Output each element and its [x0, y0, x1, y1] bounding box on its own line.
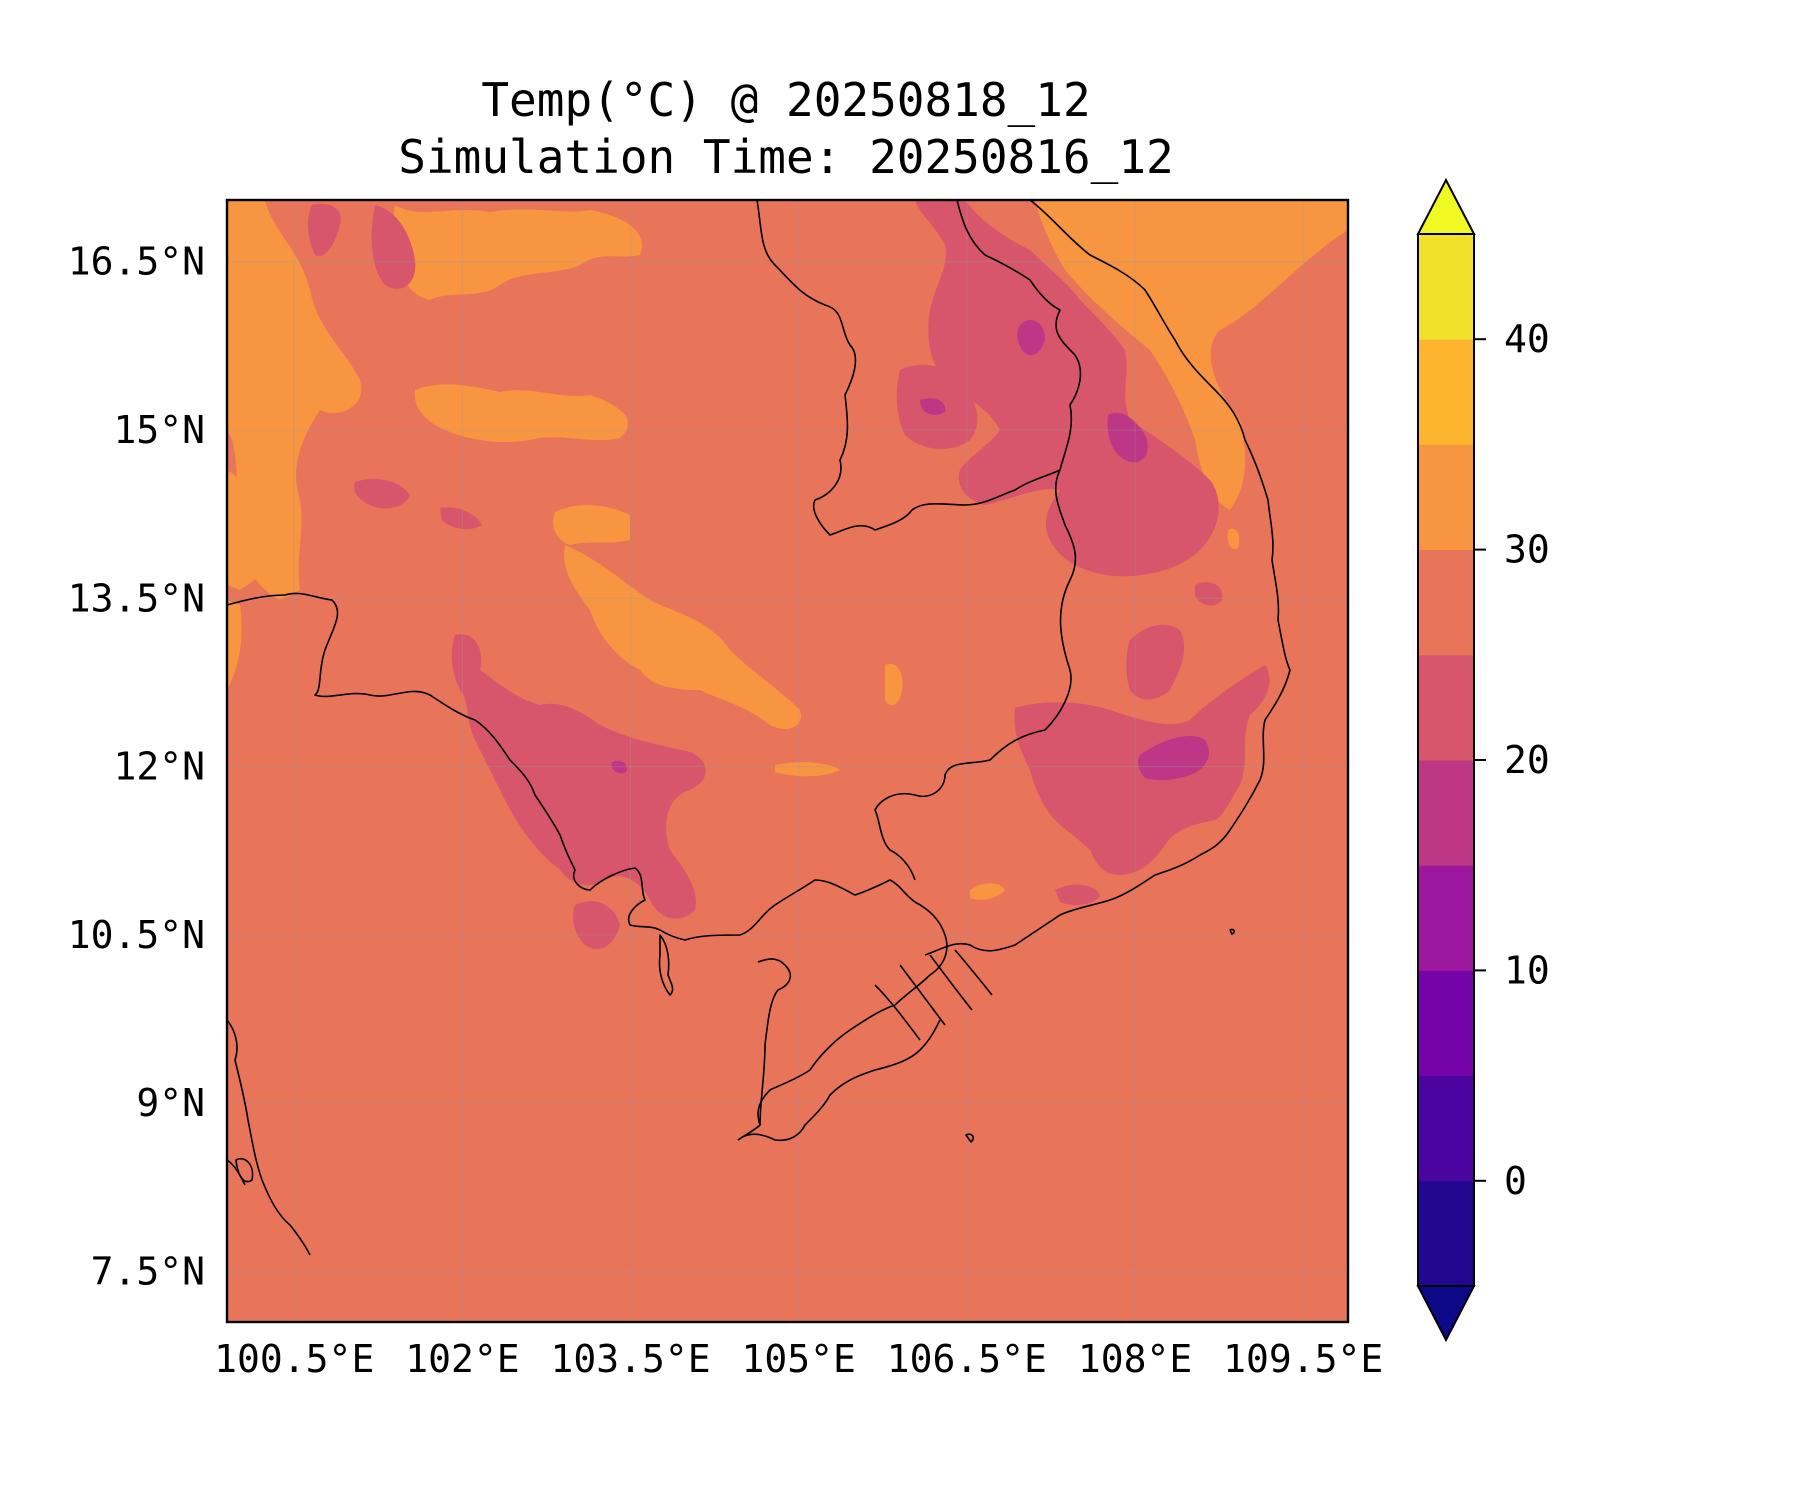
- contour-30-35-vietnam-coast-spot: [1227, 528, 1240, 550]
- laos-vietnam-border: [956, 200, 1082, 471]
- ca-mau-peninsula: [737, 1019, 941, 1142]
- colorbar-level: [1418, 339, 1474, 445]
- coastlines-and-borders: [227, 200, 1291, 1256]
- colorbar-level: [1418, 1180, 1474, 1287]
- contour-20-25-west-ridge-2: [440, 507, 482, 530]
- map-panel: [225, 198, 1350, 1324]
- contour-20-25-cardamom-east: [573, 901, 620, 949]
- contour-20-25-nw-2: [371, 205, 416, 289]
- mekong-distributary-1: [874, 984, 921, 1041]
- contour-30-35-tonle-sap: [564, 545, 801, 730]
- contour-20-25-highlands-nc: [1055, 884, 1100, 906]
- latitude-tick-label: 7.5°N: [91, 1250, 205, 1294]
- gulf-of-thailand-coast: [509, 759, 916, 941]
- longitude-tick-label: 102°E: [405, 1337, 519, 1381]
- longitude-tick-label: 109.5°E: [1223, 1337, 1383, 1381]
- colorbar-tick-label: 40: [1504, 317, 1550, 361]
- map-title-line-2: Simulation Time: 20250816_12: [398, 130, 1173, 184]
- latitude-tick-label: 12°N: [113, 745, 205, 789]
- mekong-distributary-3: [929, 954, 973, 1011]
- gulf-west-coast: [757, 958, 792, 1126]
- longitude-tick-label: 100.5°E: [214, 1337, 374, 1381]
- contour-30-35-khorat-south: [414, 384, 629, 443]
- longitude-tick-label: 105°E: [742, 1337, 856, 1381]
- colorbar-min-extend: [1416, 1285, 1476, 1343]
- contour-30-35-south-patch: [775, 762, 840, 777]
- contour-30-35-central-patch: [885, 663, 903, 706]
- mekong-distributary-4: [954, 949, 993, 996]
- contour-20-25-highlands-east: [1126, 624, 1185, 700]
- latitude-tick-label: 15°N: [113, 408, 205, 452]
- vietnam-east-coast: [924, 200, 1291, 956]
- contour-15-20-west-pocket: [920, 398, 946, 415]
- colorbar-level: [1418, 549, 1474, 656]
- contour-20-25-nw-1: [308, 204, 341, 256]
- contour-30-35-thai-coast: [227, 600, 242, 690]
- thailand-cambodia-border: [227, 592, 511, 761]
- offshore-islet-3: [1229, 928, 1235, 935]
- mekong-delta-coast: [737, 901, 948, 1141]
- colorbar: 0 10 20 30 40: [1416, 177, 1550, 1343]
- contour-20-25-cardamom: [451, 634, 706, 919]
- longitude-tick-label: 108°E: [1078, 1337, 1192, 1381]
- longitude-tick-label: 106.5°E: [887, 1337, 1047, 1381]
- contour-20-25-annamite-north: [915, 200, 1219, 577]
- offshore-islet-1: [235, 1158, 254, 1183]
- contour-30-35-khorat: [393, 205, 642, 300]
- colorbar-level: [1418, 444, 1474, 551]
- colorbar-level: [1418, 654, 1474, 761]
- contour-15-20-annamite-core: [1017, 320, 1045, 356]
- contour-30-35-west-strip: [227, 470, 271, 590]
- contour-30-35-west-thailand: [227, 200, 362, 600]
- temperature-contours: [227, 200, 1348, 949]
- offshore-islet-2: [965, 1133, 974, 1143]
- malaysia-coast: [227, 1019, 311, 1256]
- longitude-axis: 100.5°E 102°E 103.5°E 105°E 106.5°E 108°E 109.…: [214, 1337, 1383, 1381]
- latitude-axis: 16.5°N 15°N 13.5°N 12°N 10.5°N 9°N 7.5°N: [68, 240, 205, 1294]
- colorbar-tick-label: 10: [1504, 948, 1550, 992]
- latitude-tick-label: 10.5°N: [68, 913, 205, 957]
- laos-cambodia-border: [756, 200, 1061, 536]
- contour-15-20-cardamom-spot: [611, 760, 627, 774]
- colorbar-tick-label: 30: [1504, 528, 1550, 572]
- colorbar-tick-label: 20: [1504, 738, 1550, 782]
- map-title-line-1: Temp(°C) @ 20250818_12: [481, 73, 1090, 127]
- latitude-tick-label: 9°N: [136, 1081, 205, 1125]
- colorbar-max-extend: [1416, 177, 1476, 235]
- colorbar-tick-label: 0: [1504, 1159, 1527, 1203]
- map-frame: [225, 198, 1350, 1324]
- colorbar-level: [1418, 234, 1474, 340]
- latitude-tick-label: 16.5°N: [68, 240, 205, 284]
- phu-quoc-island: [658, 934, 674, 996]
- colorbar-level: [1418, 760, 1474, 866]
- latitude-tick-label: 13.5°N: [68, 576, 205, 620]
- longitude-tick-label: 103.5°E: [550, 1337, 710, 1381]
- map-gridlines: [227, 200, 1348, 1322]
- contour-15-20-annamite-south: [1107, 412, 1148, 463]
- contour-15-20-highlands-core: [1137, 735, 1210, 781]
- contour-30-35-vietnam-ne: [1035, 200, 1348, 510]
- cambodia-vietnam-border: [874, 469, 1077, 881]
- west-coast-edge: [227, 1159, 246, 1186]
- colorbar-level: [1418, 865, 1474, 971]
- contour-30-35-cambodia-north: [553, 504, 630, 545]
- contour-20-25-coast-spot: [1195, 582, 1223, 606]
- mekong-distributary-2: [899, 964, 946, 1026]
- contour-20-25-west-ridge: [354, 478, 410, 509]
- colorbar-level: [1418, 970, 1474, 1077]
- colorbar-level: [1418, 1075, 1474, 1182]
- contour-30-35-mekong-patch: [970, 883, 1005, 900]
